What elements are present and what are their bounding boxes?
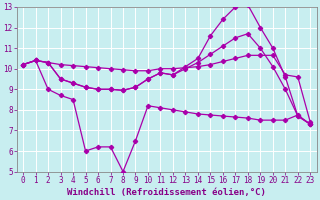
X-axis label: Windchill (Refroidissement éolien,°C): Windchill (Refroidissement éolien,°C) — [67, 188, 266, 197]
